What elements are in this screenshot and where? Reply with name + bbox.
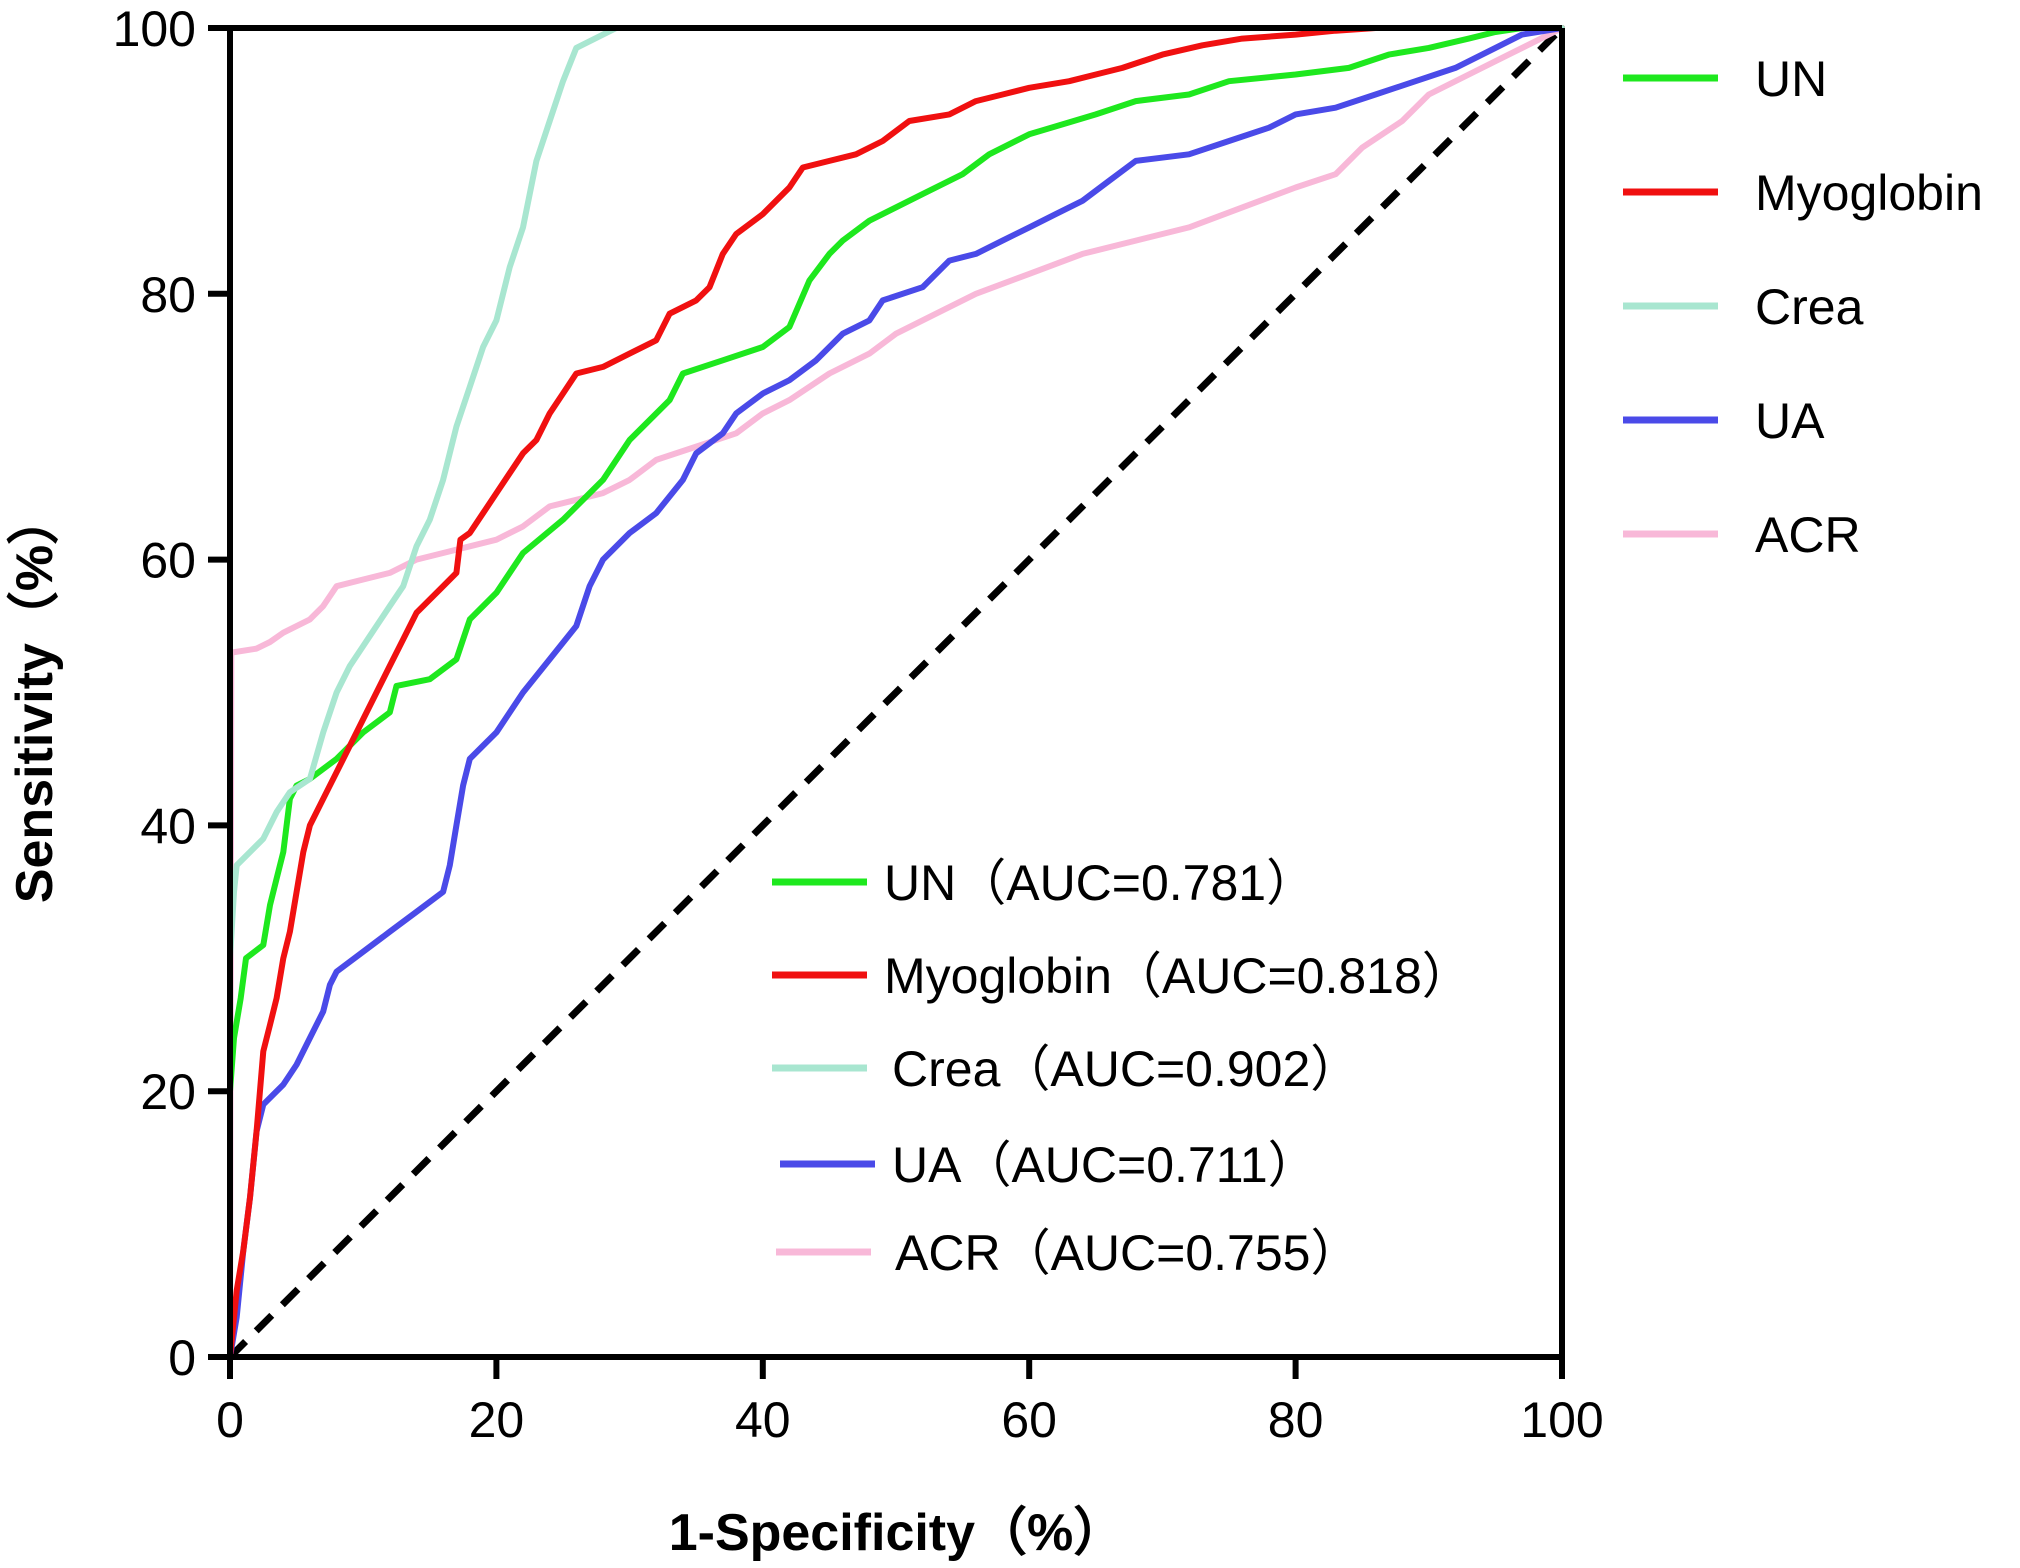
legend: UN Myoglobin Crea UA ACR bbox=[1623, 51, 1983, 563]
x-tick-label: 80 bbox=[1268, 1392, 1324, 1448]
legend-label-crea: Crea bbox=[1755, 279, 1864, 335]
inset-label-acr: ACR（AUC=0.755） bbox=[895, 1225, 1360, 1281]
y-tick-label: 100 bbox=[113, 1, 196, 57]
legend-label-acr: ACR bbox=[1755, 507, 1861, 563]
legend-label-ua: UA bbox=[1755, 393, 1825, 449]
y-axis-ticks: 0 20 40 60 80 100 bbox=[113, 1, 230, 1386]
legend-label-myoglobin: Myoglobin bbox=[1755, 165, 1983, 221]
legend-label-un: UN bbox=[1755, 51, 1827, 107]
x-tick-label: 100 bbox=[1520, 1392, 1603, 1448]
roc-series-lines bbox=[227, 25, 1565, 1360]
y-tick-label: 60 bbox=[140, 533, 196, 589]
series-line-myoglobin bbox=[227, 25, 1565, 1360]
inset-label-un: UN（AUC=0.781） bbox=[884, 855, 1316, 911]
diagonal-reference-line bbox=[227, 25, 1565, 1360]
inset-auc-legend: UN（AUC=0.781） Myoglobin（AUC=0.818） Crea（AU… bbox=[772, 855, 1472, 1281]
x-axis-title: 1-Specificity（%） bbox=[669, 1504, 1126, 1562]
y-tick-label: 40 bbox=[140, 798, 196, 854]
y-tick-label: 20 bbox=[140, 1064, 196, 1120]
y-axis-title: Sensitivity（%） bbox=[6, 493, 64, 903]
x-tick-label: 20 bbox=[469, 1392, 525, 1448]
inset-label-ua: UA（AUC=0.711） bbox=[892, 1137, 1318, 1193]
x-tick-label: 0 bbox=[216, 1392, 244, 1448]
x-tick-label: 60 bbox=[1001, 1392, 1057, 1448]
axes-frame bbox=[227, 25, 1565, 1360]
x-tick-label: 40 bbox=[735, 1392, 791, 1448]
y-tick-label: 80 bbox=[140, 267, 196, 323]
series-line-un bbox=[227, 25, 1565, 1095]
y-tick-label: 0 bbox=[168, 1330, 196, 1386]
series-line-crea bbox=[227, 25, 1565, 962]
inset-label-crea: Crea（AUC=0.902） bbox=[892, 1041, 1360, 1097]
inset-label-myoglobin: Myoglobin（AUC=0.818） bbox=[884, 948, 1472, 1004]
x-axis-ticks: 0 20 40 60 80 100 bbox=[216, 1357, 1604, 1448]
reference-diagonal-line bbox=[227, 25, 1565, 1360]
series-line-ua bbox=[227, 25, 1565, 1360]
